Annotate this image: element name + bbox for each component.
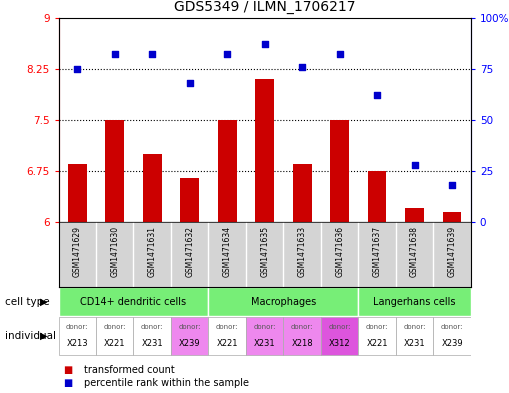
Text: GSM1471635: GSM1471635	[260, 226, 269, 277]
Bar	[105, 120, 124, 222]
Bar	[68, 164, 87, 222]
Text: X312: X312	[329, 340, 351, 348]
Bar	[171, 317, 209, 355]
Text: GSM1471632: GSM1471632	[185, 226, 194, 277]
Text: GSM1471629: GSM1471629	[73, 226, 82, 277]
Point	[186, 80, 194, 86]
Text: X221: X221	[104, 340, 126, 348]
Bar	[209, 287, 358, 316]
Point	[373, 92, 381, 99]
Point	[335, 51, 344, 58]
Text: GSM1471633: GSM1471633	[298, 226, 306, 277]
Text: donor:: donor:	[328, 324, 351, 331]
Bar	[96, 317, 133, 355]
Text: X231: X231	[404, 340, 426, 348]
Bar	[443, 212, 462, 222]
Bar	[330, 120, 349, 222]
Bar	[218, 120, 237, 222]
Text: GSM1471637: GSM1471637	[373, 226, 382, 277]
Point	[223, 51, 231, 58]
Text: donor:: donor:	[66, 324, 89, 331]
Text: X231: X231	[142, 340, 163, 348]
Bar	[293, 164, 312, 222]
Text: GSM1471639: GSM1471639	[447, 226, 457, 277]
Bar	[358, 287, 471, 316]
Text: X213: X213	[67, 340, 88, 348]
Text: CD14+ dendritic cells: CD14+ dendritic cells	[80, 297, 187, 307]
Bar	[246, 317, 284, 355]
Text: GSM1471638: GSM1471638	[410, 226, 419, 277]
Bar	[133, 317, 171, 355]
Text: transformed count: transformed count	[84, 365, 175, 375]
Bar	[396, 317, 433, 355]
Text: X231: X231	[254, 340, 275, 348]
Bar	[143, 154, 162, 222]
Text: percentile rank within the sample: percentile rank within the sample	[84, 378, 249, 388]
Text: donor:: donor:	[441, 324, 463, 331]
Text: ▶: ▶	[40, 297, 47, 307]
Text: X239: X239	[441, 340, 463, 348]
Point	[148, 51, 156, 58]
Title: GDS5349 / ILMN_1706217: GDS5349 / ILMN_1706217	[174, 0, 355, 14]
Text: GSM1471634: GSM1471634	[223, 226, 232, 277]
Point	[448, 182, 456, 188]
Text: X221: X221	[366, 340, 388, 348]
Text: donor:: donor:	[103, 324, 126, 331]
Point	[298, 64, 306, 70]
Text: donor:: donor:	[403, 324, 426, 331]
Point	[411, 162, 419, 168]
Bar	[358, 317, 396, 355]
Text: GSM1471636: GSM1471636	[335, 226, 344, 277]
Text: Macrophages: Macrophages	[251, 297, 316, 307]
Text: cell type: cell type	[5, 297, 50, 307]
Bar	[59, 317, 96, 355]
Bar	[256, 79, 274, 222]
Text: donor:: donor:	[141, 324, 163, 331]
Text: ■: ■	[64, 378, 73, 388]
Text: X218: X218	[291, 340, 313, 348]
Text: GSM1471631: GSM1471631	[148, 226, 157, 277]
Text: individual: individual	[5, 331, 56, 341]
Point	[73, 66, 81, 72]
Bar	[59, 287, 209, 316]
Bar	[367, 171, 386, 222]
Point	[110, 51, 119, 58]
Bar	[321, 317, 358, 355]
Point	[261, 41, 269, 48]
Bar	[405, 208, 424, 222]
Text: X221: X221	[216, 340, 238, 348]
Text: donor:: donor:	[291, 324, 314, 331]
Bar	[433, 317, 471, 355]
Text: GSM1471630: GSM1471630	[110, 226, 119, 277]
Text: ■: ■	[64, 365, 73, 375]
Bar	[284, 317, 321, 355]
Text: Langerhans cells: Langerhans cells	[374, 297, 456, 307]
Text: donor:: donor:	[216, 324, 238, 331]
Text: X239: X239	[179, 340, 201, 348]
Bar	[180, 178, 199, 222]
Bar	[209, 317, 246, 355]
Text: donor:: donor:	[366, 324, 388, 331]
Text: donor:: donor:	[179, 324, 201, 331]
Text: ▶: ▶	[40, 331, 47, 341]
Text: donor:: donor:	[253, 324, 276, 331]
